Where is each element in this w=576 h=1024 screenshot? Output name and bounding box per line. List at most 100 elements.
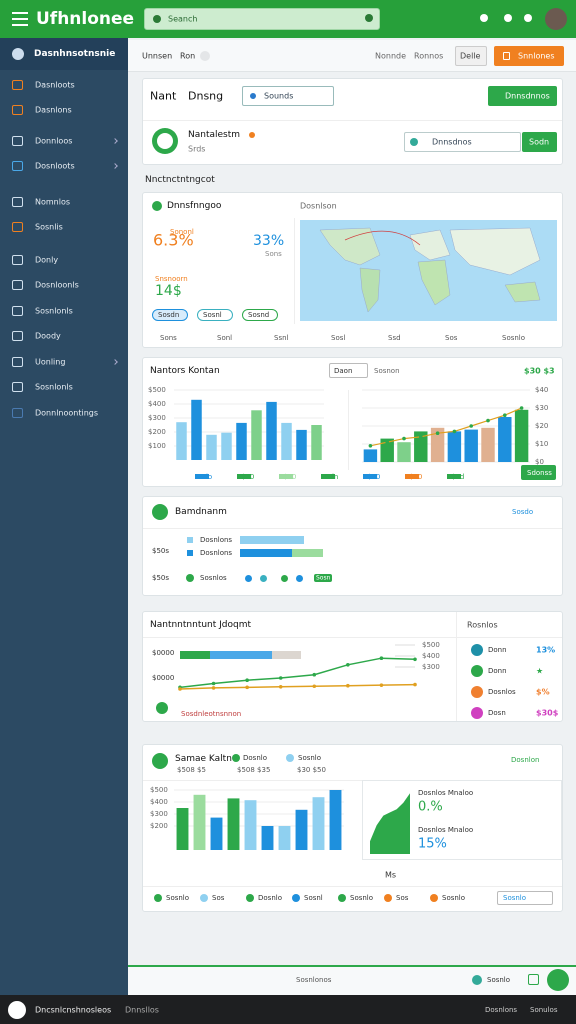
axis-label: Sosl [331,334,346,342]
button[interactable] [494,46,564,66]
bar [266,401,277,460]
legend-label: Dosnlo [258,894,282,902]
link[interactable]: Dosnlon [511,756,540,764]
divider [143,780,562,781]
point [385,440,389,444]
nav-item[interactable]: Sosnlis [35,222,63,232]
icon [152,504,168,520]
avatar [545,8,567,30]
nav-icon [12,136,23,146]
icon [156,702,168,714]
nav-item[interactable]: Donnlnoontings [35,408,99,418]
legend-label: Sosnl [203,311,222,319]
nav-item[interactable]: Dosnloots [35,161,75,171]
select-value: Dnnsdnos [432,137,472,147]
card-title: Nantnntnntunt Jdoqmt [150,620,252,630]
select[interactable] [329,363,368,378]
stat-value: $30$ [536,708,559,718]
y-tick-label: $400 [150,798,168,806]
button[interactable] [497,891,553,905]
divider [143,637,562,638]
link[interactable]: Ronnos [414,51,444,61]
icon [259,574,267,582]
row-label: Dosnlons [200,549,233,557]
sidebar [0,38,128,995]
route [344,230,421,246]
continent [417,259,451,306]
button[interactable] [521,465,556,480]
y-tick-label: $500 [150,786,168,794]
icon [280,574,288,582]
menu-icon[interactable] [12,18,28,20]
footer-link[interactable]: Sonulos [530,1006,558,1014]
select[interactable] [404,132,521,152]
button[interactable] [522,132,557,152]
nav-item[interactable]: Nomnlos [35,197,71,207]
stat-name: Dosnlos [488,688,516,696]
icon [200,894,208,902]
legend-label: Sosnd [248,311,270,319]
search-box[interactable] [144,8,380,30]
bar [206,434,217,460]
y-tick-label: $200 [148,428,166,436]
nav-item[interactable]: Sosnlonls [35,306,73,316]
link[interactable]: Nonnde [375,51,407,61]
point [368,444,373,448]
status-text: Sosnlonos [296,976,332,984]
continent [504,281,541,303]
icon [152,753,168,769]
bar [464,429,478,462]
profile-name: Nantalestm [188,130,241,140]
nav-item[interactable]: Uonling [35,357,66,367]
heading: Dnsng [188,89,224,103]
link[interactable]: Dosnlson [300,201,337,211]
nav-item[interactable]: Dasnloots [35,80,75,90]
area [370,793,410,854]
select-value: Sounds [264,91,294,101]
legend-label: Sosn [316,574,331,582]
status-text: Sosnlo [487,976,511,984]
bar [329,790,342,850]
continent [409,229,451,261]
tab[interactable]: Ron [180,51,196,61]
nav-icon [12,161,23,171]
point [435,431,440,435]
icon [200,51,210,61]
legend-label: Sosnl [304,894,323,902]
point [346,683,350,688]
nav-item[interactable]: Dasnlons [35,105,72,115]
nav-item[interactable]: Donnloos [35,136,73,146]
nav-icon [12,105,23,115]
legend-label: Sosnlo [350,894,374,902]
axis-label: Sons [160,334,177,342]
tab[interactable]: Unnsen [142,51,173,61]
point [379,656,384,660]
continent [359,267,381,313]
legend-label: Sdo [199,473,213,481]
menu-icon[interactable] [12,12,28,14]
button[interactable] [488,86,557,106]
point [419,435,423,439]
link[interactable]: Sosdo [512,508,534,516]
point [503,413,507,417]
button-label: Delle [460,51,481,61]
footer-link[interactable]: Dosnlons [485,1006,518,1014]
select[interactable] [242,86,334,106]
nav-icon [12,80,23,90]
bar [251,410,262,460]
icon [246,894,254,902]
nav-item[interactable]: Sosnlonls [35,382,73,392]
card [142,357,563,487]
nav-item[interactable]: Doody [35,331,61,341]
menu-icon[interactable] [12,24,28,26]
nav-item[interactable]: Donly [35,255,59,265]
nav-item[interactable]: Dosnloonls [35,280,79,290]
app-title: Ufhnlonee [36,9,135,29]
h-bar [240,549,292,557]
link[interactable]: Sosnon [374,367,400,375]
y-tick-label: $300 [422,663,440,671]
logo [157,133,173,149]
stat-value: $% [536,687,550,697]
button[interactable] [455,46,487,66]
legend-pill [242,309,278,321]
